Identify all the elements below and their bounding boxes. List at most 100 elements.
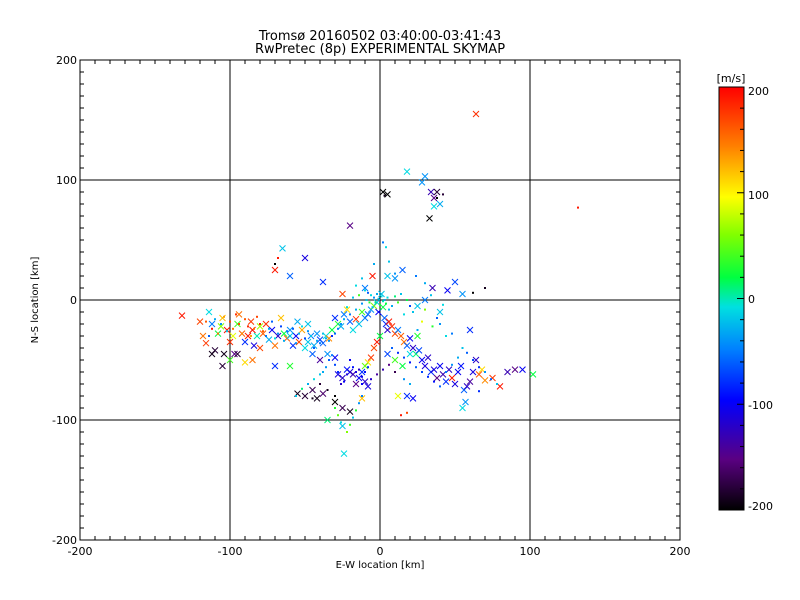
data-point-dot bbox=[490, 378, 492, 381]
data-point-cross bbox=[436, 308, 444, 316]
data-point-dot bbox=[349, 313, 351, 316]
data-point-dot bbox=[307, 383, 309, 385]
data-point-dot bbox=[409, 361, 411, 364]
data-point-dot bbox=[383, 194, 386, 197]
data-point-cross bbox=[381, 314, 388, 322]
data-point-dot bbox=[274, 263, 276, 265]
data-point-cross bbox=[442, 378, 450, 385]
data-point-dot bbox=[337, 327, 339, 330]
data-point-dot bbox=[415, 275, 417, 277]
data-point-dot bbox=[406, 299, 408, 301]
data-point-dot bbox=[383, 299, 386, 301]
data-point-dot bbox=[352, 366, 354, 369]
data-point-cross bbox=[304, 338, 312, 346]
data-point-dot bbox=[313, 347, 315, 349]
data-point-dot bbox=[304, 337, 306, 340]
y-tick-label: 100 bbox=[56, 174, 77, 187]
data-point-cross bbox=[430, 203, 438, 210]
data-point-cross bbox=[399, 266, 406, 274]
data-point-cross bbox=[466, 326, 474, 334]
data-point-dot bbox=[451, 363, 453, 366]
data-point-dot bbox=[298, 332, 300, 335]
data-point-cross bbox=[334, 371, 342, 378]
data-point-cross bbox=[339, 290, 346, 298]
data-point-dot bbox=[277, 257, 279, 259]
data-point-dot bbox=[331, 354, 333, 357]
data-point-dot bbox=[484, 371, 486, 373]
data-point-cross bbox=[409, 395, 417, 402]
data-point-dot bbox=[310, 335, 312, 337]
data-point-cross bbox=[463, 383, 471, 390]
data-point-cross bbox=[384, 272, 391, 280]
data-point-cross bbox=[309, 386, 316, 394]
data-point-cross bbox=[384, 326, 391, 334]
data-point-cross bbox=[436, 200, 444, 208]
data-point-cross bbox=[504, 368, 511, 376]
data-point-dot bbox=[385, 246, 387, 249]
data-point-cross bbox=[466, 378, 474, 385]
data-point-dot bbox=[253, 327, 255, 330]
data-point-cross bbox=[529, 371, 537, 378]
data-point-dot bbox=[445, 335, 447, 337]
data-point-dot bbox=[340, 383, 342, 385]
data-point-dot bbox=[412, 311, 414, 313]
data-point-cross bbox=[391, 356, 399, 364]
data-point-cross bbox=[223, 326, 231, 334]
data-point-dot bbox=[358, 368, 360, 371]
data-point-cross bbox=[319, 390, 327, 397]
data-point-cross bbox=[310, 342, 318, 349]
data-point-dot bbox=[427, 375, 429, 378]
data-point-dot bbox=[301, 387, 303, 390]
colorbar-tick-label: -200 bbox=[748, 500, 773, 513]
data-point-cross bbox=[235, 311, 243, 318]
data-point-dot bbox=[208, 335, 210, 337]
data-point-dot bbox=[358, 402, 360, 405]
data-point-cross bbox=[388, 323, 396, 330]
data-point-cross bbox=[469, 368, 477, 376]
data-point-cross bbox=[409, 344, 417, 352]
data-point-dot bbox=[376, 293, 378, 295]
data-point-cross bbox=[427, 188, 435, 196]
data-point-cross bbox=[346, 408, 354, 415]
data-point-cross bbox=[451, 278, 459, 286]
data-point-cross bbox=[358, 308, 366, 316]
data-point-dot bbox=[250, 335, 252, 337]
data-point-dot bbox=[400, 293, 402, 295]
data-point-cross bbox=[339, 374, 346, 382]
data-point-dot bbox=[361, 383, 363, 385]
data-point-dot bbox=[358, 294, 360, 297]
x-axis-label: E-W location [km] bbox=[336, 560, 425, 571]
data-point-dot bbox=[394, 295, 396, 298]
data-point-cross bbox=[298, 326, 306, 334]
data-point-dot bbox=[292, 327, 294, 330]
data-point-dot bbox=[352, 416, 354, 419]
data-point-dot bbox=[352, 296, 354, 299]
data-point-cross bbox=[256, 344, 264, 352]
data-point-cross bbox=[472, 110, 480, 118]
x-tick-label: -200 bbox=[68, 545, 93, 558]
data-point-cross bbox=[454, 368, 462, 376]
data-point-dot bbox=[337, 414, 339, 417]
data-point-dot bbox=[217, 332, 219, 335]
data-point-cross bbox=[364, 383, 372, 390]
data-point-dot bbox=[349, 359, 351, 361]
data-point-cross bbox=[384, 350, 391, 358]
data-point-dot bbox=[361, 277, 363, 280]
data-point-dot bbox=[496, 383, 498, 385]
axis-ticks bbox=[79, 59, 681, 541]
colorbar-ticks bbox=[737, 86, 744, 511]
data-point-cross bbox=[304, 320, 312, 328]
data-point-dot bbox=[439, 323, 441, 325]
data-point-dot bbox=[451, 332, 453, 335]
data-point-dot bbox=[397, 301, 399, 304]
data-point-cross bbox=[301, 254, 309, 262]
data-point-cross bbox=[462, 398, 469, 406]
data-point-dot bbox=[346, 306, 348, 309]
data-point-dot bbox=[211, 327, 213, 330]
data-point-cross bbox=[208, 320, 216, 328]
colorbar-tick-label: 200 bbox=[748, 85, 769, 98]
data-point-dot bbox=[361, 395, 363, 397]
data-point-dot bbox=[343, 318, 345, 321]
data-point-cross bbox=[352, 315, 360, 323]
